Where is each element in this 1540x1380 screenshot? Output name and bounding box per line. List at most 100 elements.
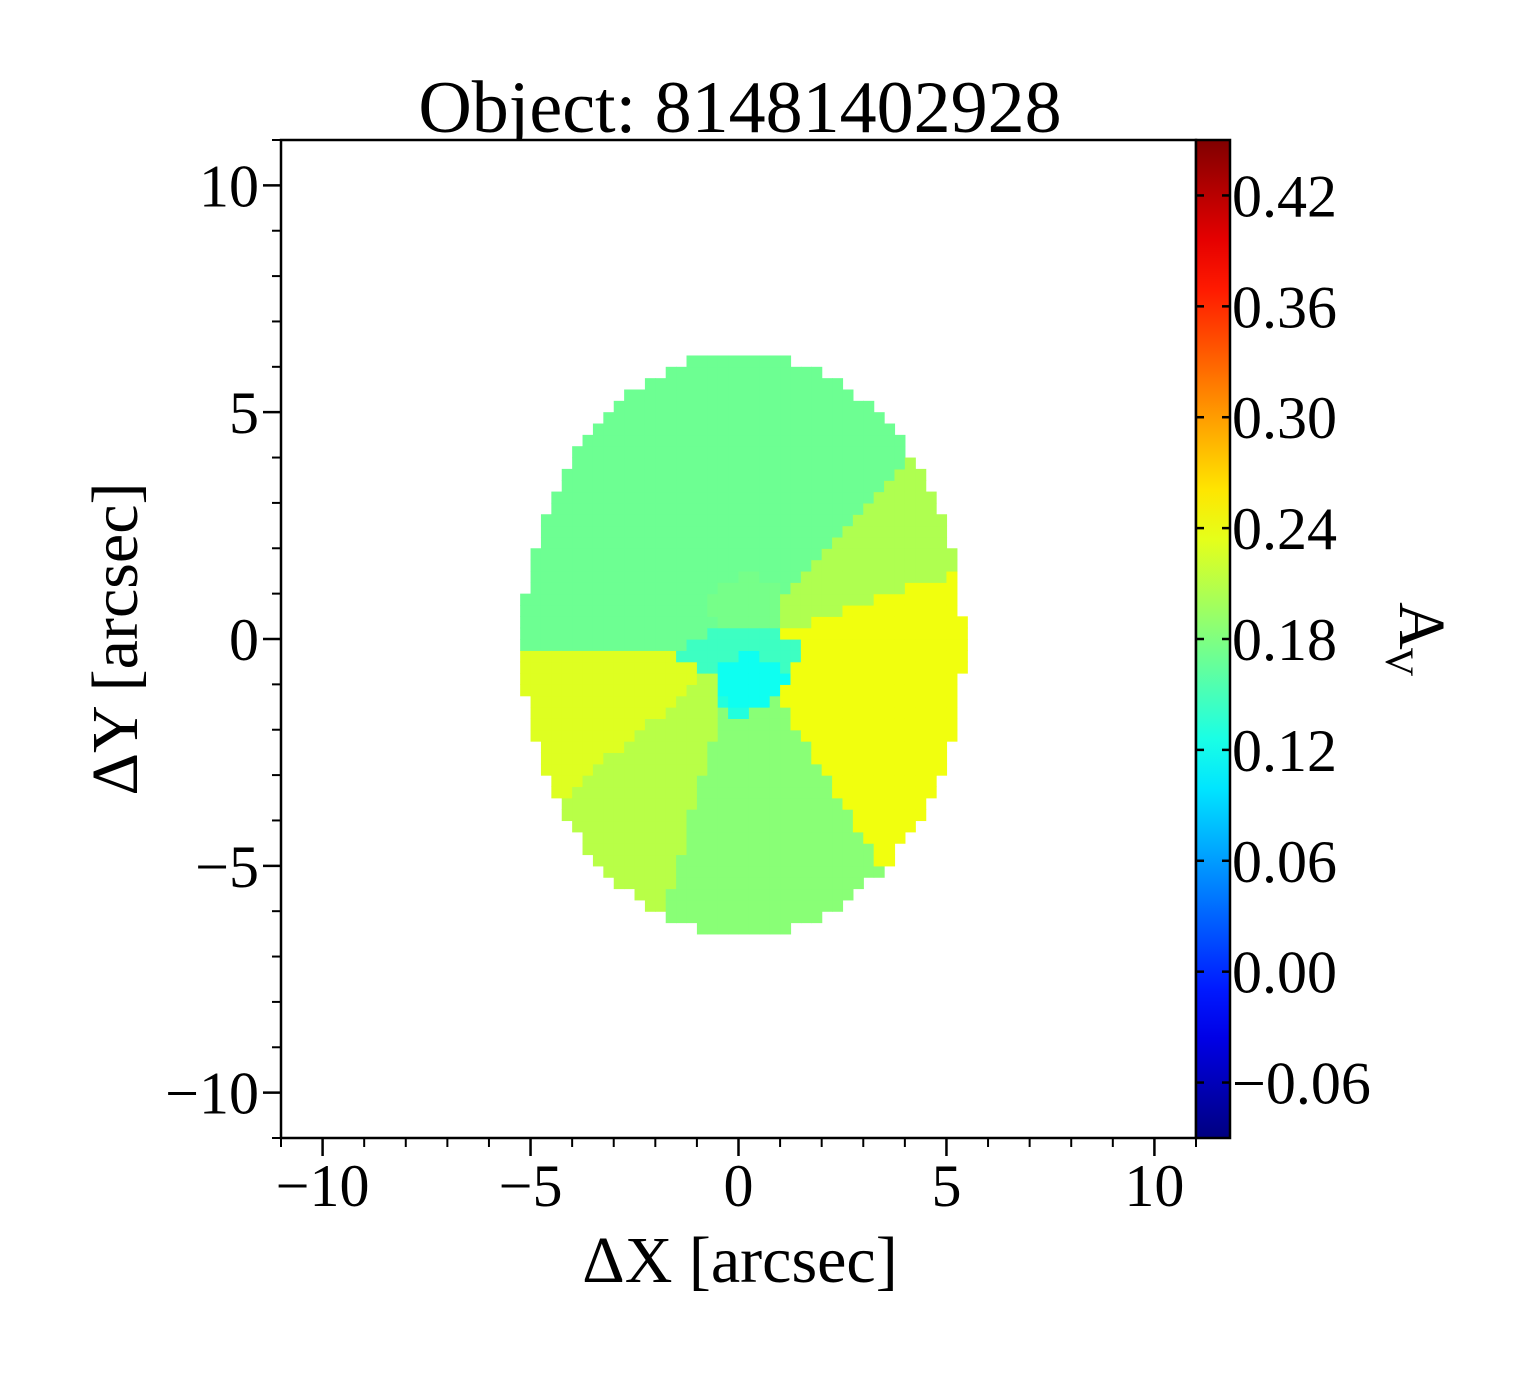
map-pixel [780, 378, 792, 391]
map-pixel [728, 865, 740, 878]
map-pixel [811, 752, 823, 765]
map-pixel [655, 468, 667, 481]
map-pixel [551, 639, 563, 651]
map-pixel [873, 775, 885, 788]
map-pixel [842, 559, 854, 572]
map-pixel [696, 888, 708, 901]
map-pixel [665, 695, 677, 708]
map-pixel [561, 809, 573, 822]
map-pixel [800, 899, 812, 912]
map-pixel [936, 752, 948, 765]
map-pixel [717, 877, 729, 890]
map-pixel [748, 366, 760, 379]
map-pixel [811, 673, 823, 685]
map-pixel [748, 582, 760, 595]
map-pixel [790, 389, 802, 402]
map-pixel [738, 616, 750, 629]
map-pixel [759, 378, 771, 391]
map-pixel [936, 559, 948, 572]
map-pixel [780, 911, 792, 924]
map-pixel [800, 593, 812, 606]
map-pixel [676, 627, 688, 640]
map-pixel [863, 752, 875, 765]
map-pixel [676, 752, 688, 765]
map-pixel [832, 593, 844, 606]
map-pixel [624, 480, 636, 493]
map-pixel [717, 741, 729, 754]
map-pixel [696, 525, 708, 538]
map-pixel [717, 809, 729, 822]
map-pixel [790, 673, 802, 685]
map-pixel [686, 514, 698, 527]
map-pixel [842, 843, 854, 856]
map-pixel [717, 514, 729, 527]
map-pixel [800, 559, 812, 572]
map-pixel [644, 434, 656, 447]
map-pixel [644, 491, 656, 504]
map-pixel [603, 502, 615, 515]
map-pixel [842, 831, 854, 844]
map-pixel [540, 707, 552, 719]
map-pixel [655, 616, 667, 629]
map-pixel [644, 548, 656, 561]
map-pixel [572, 775, 584, 788]
map-pixel [925, 650, 937, 663]
map-pixel [717, 502, 729, 515]
map-pixel [717, 582, 729, 595]
map-pixel [842, 400, 854, 413]
map-pixel [665, 434, 677, 447]
map-pixel [696, 491, 708, 504]
map-pixel [634, 604, 646, 617]
map-pixel [811, 616, 823, 629]
map-pixel [686, 412, 698, 425]
map-pixel [790, 570, 802, 583]
map-pixel [894, 491, 906, 504]
map-pixel [728, 389, 740, 402]
map-pixel [634, 446, 646, 459]
map-pixel [540, 548, 552, 561]
map-pixel [780, 820, 792, 833]
map-pixel [873, 627, 885, 640]
map-pixel [915, 809, 927, 822]
map-pixel [540, 763, 552, 776]
map-pixel [655, 831, 667, 844]
map-pixel [873, 468, 885, 481]
map-pixel [738, 400, 750, 413]
map-pixel [852, 763, 864, 776]
map-pixel [572, 695, 584, 708]
map-pixel [904, 480, 916, 493]
map-pixel [884, 820, 896, 833]
map-pixel [644, 468, 656, 481]
map-pixel [603, 491, 615, 504]
map-pixel [852, 627, 864, 640]
map-pixel [634, 854, 646, 867]
map-pixel [842, 616, 854, 629]
map-pixel [790, 468, 802, 481]
map-pixel [904, 752, 916, 765]
map-pixel [790, 400, 802, 413]
map-pixel [925, 616, 937, 629]
map-pixel [634, 627, 646, 640]
map-pixel [655, 627, 667, 640]
map-pixel [748, 786, 760, 799]
map-pixel [873, 616, 885, 629]
map-pixel [665, 604, 677, 617]
map-pixel [811, 763, 823, 776]
map-pixel [852, 865, 864, 878]
map-pixel [644, 809, 656, 822]
map-pixel [832, 378, 844, 391]
map-pixel [624, 843, 636, 856]
map-pixel [561, 502, 573, 515]
map-pixel [582, 491, 594, 504]
x-tick-label: 5 [931, 1153, 961, 1219]
map-pixel [634, 559, 646, 572]
map-pixel [665, 729, 677, 742]
map-pixel [780, 843, 792, 856]
map-pixel [592, 502, 604, 515]
map-pixel [748, 741, 760, 754]
map-pixel [613, 536, 625, 549]
colorbar-tick-label: 0.00 [1232, 940, 1337, 1006]
map-pixel [748, 627, 760, 640]
map-pixel [842, 457, 854, 470]
